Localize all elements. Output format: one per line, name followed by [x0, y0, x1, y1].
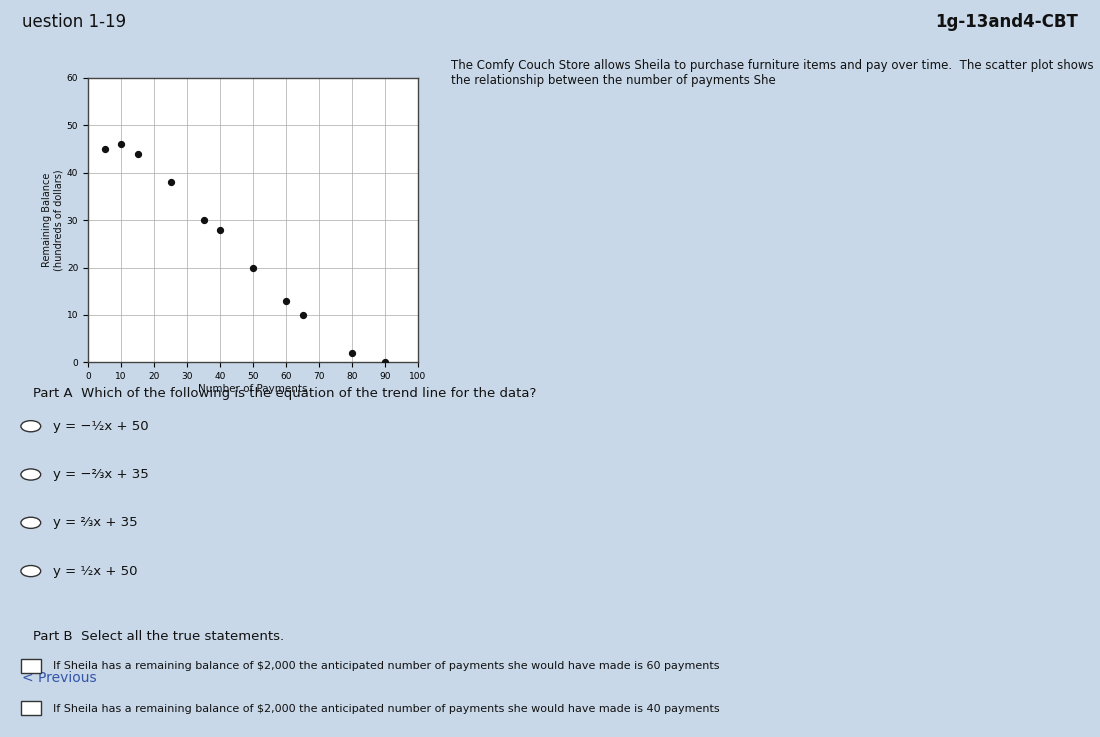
- Point: [129, 147, 146, 159]
- Point: [244, 262, 262, 273]
- Circle shape: [21, 517, 41, 528]
- Text: Part A  Which of the following is the equation of the trend line for the data?: Part A Which of the following is the equ…: [33, 387, 537, 400]
- Point: [112, 139, 130, 150]
- Bar: [21, 659, 41, 673]
- Point: [211, 223, 229, 235]
- Circle shape: [21, 469, 41, 480]
- Text: y = −⅔x + 35: y = −⅔x + 35: [53, 468, 148, 481]
- Text: If Sheila has a remaining balance of $2,000 the anticipated number of payments s: If Sheila has a remaining balance of $2,…: [53, 704, 719, 713]
- Circle shape: [21, 421, 41, 432]
- Y-axis label: Remaining Balance
(hundreds of dollars): Remaining Balance (hundreds of dollars): [43, 170, 64, 271]
- Bar: [21, 701, 41, 715]
- Point: [343, 347, 361, 359]
- Text: < Previous: < Previous: [22, 671, 97, 685]
- Point: [294, 309, 311, 321]
- Text: Part B  Select all the true statements.: Part B Select all the true statements.: [33, 630, 284, 643]
- Point: [195, 214, 212, 226]
- Text: uestion 1-19: uestion 1-19: [22, 13, 126, 31]
- X-axis label: Number of Payments: Number of Payments: [198, 384, 308, 394]
- Circle shape: [21, 565, 41, 576]
- Text: y = ½x + 50: y = ½x + 50: [53, 565, 138, 578]
- Point: [162, 176, 179, 188]
- Text: The Comfy Couch Store allows Sheila to purchase furniture items and pay over tim: The Comfy Couch Store allows Sheila to p…: [451, 59, 1093, 87]
- Text: If Sheila has a remaining balance of $2,000 the anticipated number of payments s: If Sheila has a remaining balance of $2,…: [53, 661, 719, 671]
- Point: [96, 143, 113, 155]
- Text: 1g-13and4-CBT: 1g-13and4-CBT: [935, 13, 1078, 31]
- Point: [277, 295, 295, 307]
- Text: y = −½x + 50: y = −½x + 50: [53, 420, 148, 433]
- Text: y = ⅔x + 35: y = ⅔x + 35: [53, 517, 138, 529]
- Point: [376, 357, 394, 368]
